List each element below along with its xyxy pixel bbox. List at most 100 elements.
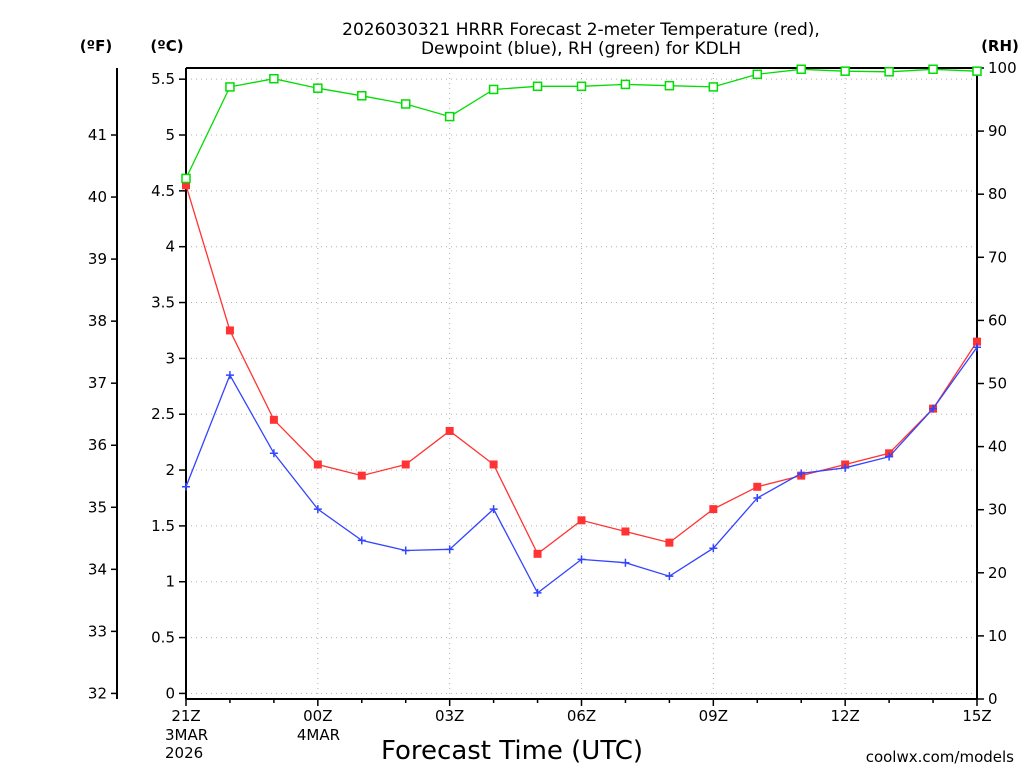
2-meter-temperature-point xyxy=(709,505,718,514)
rh-tick-label: 10 xyxy=(988,627,1007,645)
rh-point xyxy=(664,80,675,91)
x-tick-label: 00Z xyxy=(303,707,332,725)
rh-unit-label: (RH) xyxy=(981,37,1019,55)
rh-point xyxy=(488,84,499,95)
x-tick-sublabel: 2026 xyxy=(165,744,203,762)
rh-point xyxy=(840,66,850,76)
rh-point xyxy=(884,67,894,77)
fahrenheit-tick-label: 37 xyxy=(88,374,107,392)
x-tick-label: 15Z xyxy=(962,707,991,725)
celsius-tick-label: 5.5 xyxy=(151,70,175,88)
data-series xyxy=(181,64,982,597)
celsius-tick-label: 0 xyxy=(165,684,175,702)
celsius-tick-label: 1 xyxy=(165,573,175,591)
dewpoint-point xyxy=(665,572,674,581)
fahrenheit-tick-label: 34 xyxy=(88,560,107,578)
celsius-tick-label: 3 xyxy=(165,349,175,367)
2-meter-temperature-point xyxy=(313,460,322,469)
chart-title-line-1: 2026030321 HRRR Forecast 2-meter Tempera… xyxy=(342,20,820,40)
x-tick-label: 21Z xyxy=(171,707,200,725)
fahrenheit-tick-label: 40 xyxy=(88,188,107,206)
rh-point xyxy=(269,73,279,84)
2-meter-temperature-point xyxy=(973,337,981,346)
rh-point xyxy=(928,64,938,75)
2-meter-temperature-point xyxy=(753,482,762,491)
2-meter-temperature-point xyxy=(401,460,410,469)
axes: 32 33 34 35 36 37 38 39 40 41 0 0.5 1 1.5 2 2.5 3 3.5 4 4.5… xyxy=(88,59,1017,762)
x-tick-label: 06Z xyxy=(567,707,596,725)
2-meter-temperature-point xyxy=(621,527,630,536)
2-meter-temperature-point xyxy=(445,426,454,435)
dewpoint-point xyxy=(401,546,410,555)
2-meter-temperature-point xyxy=(182,181,190,190)
dewpoint-point xyxy=(797,469,806,478)
grid-lines xyxy=(185,68,978,699)
celsius-tick-label: 1.5 xyxy=(151,517,175,535)
x-tick-label: 03Z xyxy=(435,707,464,725)
fahrenheit-tick-label: 36 xyxy=(88,436,107,454)
rh-tick-label: 30 xyxy=(988,501,1007,519)
celsius-tick-label: 2.5 xyxy=(151,405,175,423)
celsius-tick-label: 3.5 xyxy=(151,294,175,312)
dewpoint-point xyxy=(841,463,850,472)
dewpoint-point xyxy=(577,555,586,564)
rh-tick-label: 50 xyxy=(988,375,1007,393)
rh-tick-label: 20 xyxy=(988,564,1007,582)
rh-tick-label: 80 xyxy=(988,185,1007,203)
celsius-tick-label: 2 xyxy=(165,461,175,479)
dewpoint-point xyxy=(885,452,894,461)
rh-tick-label: 70 xyxy=(988,248,1007,266)
dewpoint-point xyxy=(313,505,322,514)
fahrenheit-tick-label: 41 xyxy=(88,126,107,144)
x-axis-label: Forecast Time (UTC) xyxy=(381,736,643,766)
celsius-unit-label: (ºC) xyxy=(150,37,183,55)
dewpoint-point xyxy=(973,343,981,352)
dewpoint-point xyxy=(929,404,938,413)
celsius-tick-label: 4.5 xyxy=(151,182,175,200)
x-tick-label: 09Z xyxy=(699,707,728,725)
rh-point xyxy=(225,82,235,92)
celsius-tick-label: 4 xyxy=(165,238,175,256)
2-meter-temperature-point xyxy=(357,471,366,480)
x-tick-label: 12Z xyxy=(830,707,859,725)
rh-point xyxy=(972,66,982,76)
dewpoint-point xyxy=(621,558,630,567)
fahrenheit-tick-label: 39 xyxy=(88,250,107,268)
rh-point xyxy=(444,111,455,122)
rh-tick-label: 0 xyxy=(988,690,998,708)
fahrenheit-tick-label: 32 xyxy=(88,684,107,702)
dewpoint-point xyxy=(489,505,498,514)
rh-tick-label: 60 xyxy=(988,311,1007,329)
rh-point xyxy=(796,64,806,75)
rh-tick-label: 100 xyxy=(988,59,1017,77)
2-meter-temperature-point xyxy=(577,516,586,525)
dewpoint-point xyxy=(269,449,278,458)
watermark-text: coolwx.com/models xyxy=(866,748,1014,766)
2-meter-temperature-point xyxy=(665,538,674,547)
rh-tick-label: 90 xyxy=(988,122,1007,140)
dewpoint-point xyxy=(445,545,454,554)
2-meter-temperature-point xyxy=(225,326,234,335)
dewpoint-point xyxy=(182,482,190,491)
dewpoint-point xyxy=(753,493,762,502)
dewpoint-point xyxy=(709,544,718,553)
rh-point xyxy=(708,82,719,92)
dewpoint-point xyxy=(357,536,366,545)
2-meter-temperature-point xyxy=(269,415,278,424)
celsius-tick-label: 5 xyxy=(165,126,175,144)
rh-point xyxy=(313,83,323,93)
dewpoint-point xyxy=(225,371,234,380)
rh-point xyxy=(532,81,543,92)
chart-title-line-2: Dewpoint (blue), RH (green) for KDLH xyxy=(421,39,741,59)
fahrenheit-tick-label: 35 xyxy=(88,498,107,516)
fahrenheit-unit-label: (ºF) xyxy=(80,37,112,55)
rh-point xyxy=(576,81,587,92)
2-meter-temperature-point xyxy=(489,460,498,469)
rh-point xyxy=(181,173,191,184)
x-tick-sublabel: 3MAR xyxy=(165,726,208,744)
rh-point xyxy=(752,69,763,80)
rh-tick-label: 40 xyxy=(988,438,1007,456)
fahrenheit-tick-label: 33 xyxy=(88,622,107,640)
rh-point xyxy=(400,99,411,109)
